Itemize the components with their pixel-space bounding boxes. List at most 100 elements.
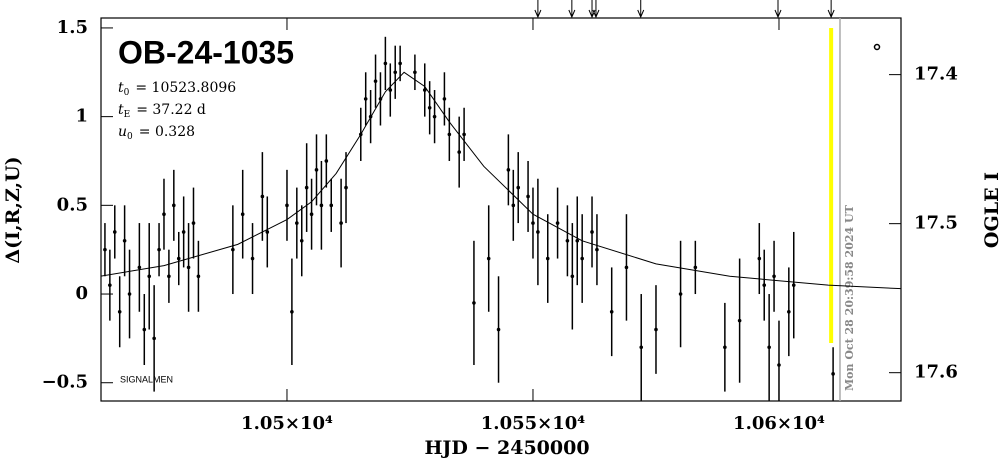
arrow (534, 0, 542, 19)
data-point (176, 256, 181, 261)
arrow (592, 0, 600, 19)
data-point (260, 194, 265, 199)
x-axis-label: HJD − 2450000 (424, 437, 589, 459)
y2-tick-label: 17.5 (914, 213, 958, 234)
y2-tick-label: 17.6 (914, 362, 958, 383)
data-point (250, 256, 255, 261)
data-point (737, 318, 742, 323)
data-point (654, 327, 658, 332)
parameter: u0 = 0.328 (118, 124, 195, 142)
y2-tick-label: 17.4 (914, 64, 958, 85)
data-point (304, 185, 309, 190)
data-point (427, 105, 432, 110)
data-point (117, 309, 122, 314)
data-point (329, 203, 334, 208)
data-point (137, 265, 142, 270)
data-point (378, 97, 383, 101)
param-value: = 0.328 (139, 124, 195, 140)
data-point (309, 212, 314, 217)
data-point (693, 265, 698, 270)
data-point (413, 70, 417, 75)
data-point (358, 132, 363, 137)
data-point (142, 327, 147, 332)
data-point (299, 239, 304, 243)
plot-frame (100, 17, 902, 402)
data-point (545, 256, 550, 261)
data-point (526, 194, 530, 199)
data-point (122, 239, 127, 243)
data-point (609, 309, 614, 314)
data-point (723, 345, 727, 350)
data-point (496, 327, 501, 332)
data-point (580, 256, 584, 261)
data-point (368, 114, 373, 119)
data-point (831, 372, 835, 376)
data-point (191, 221, 196, 225)
data-point (373, 79, 378, 83)
chart-title: OB-24-1035 (118, 34, 294, 70)
data-point (447, 132, 452, 137)
y-tick-label: 1 (75, 106, 88, 127)
data-point (127, 292, 132, 296)
data-point (767, 345, 771, 350)
annotation: SIGNALMEN (120, 374, 173, 384)
data-point (555, 221, 560, 225)
x-tick-label: 1.05×10⁴ (241, 413, 333, 434)
data-point (265, 230, 270, 234)
data-point (393, 70, 398, 75)
data-point (290, 309, 294, 314)
timestamp: Mon Oct 28 20:39:58 2024 UT (843, 204, 856, 391)
data-point (762, 283, 767, 287)
data-point (570, 274, 575, 279)
arrow (637, 0, 645, 19)
x-tick-label: 1.055×10⁴ (481, 413, 585, 434)
param-symbol: u (118, 124, 127, 140)
param-symbol: t (118, 102, 124, 118)
arrow (827, 0, 835, 19)
data-point (457, 150, 461, 154)
data-point (231, 247, 235, 252)
data-point (398, 61, 402, 66)
data-point (314, 168, 319, 172)
data-point (112, 230, 117, 234)
data-point (757, 256, 762, 261)
data-point (787, 309, 791, 314)
x-tick-label: 1.06×10⁴ (733, 413, 825, 434)
symbol (873, 43, 881, 51)
data-point (595, 247, 599, 252)
data-point (565, 239, 570, 243)
data-point (777, 363, 781, 367)
data-point (506, 168, 511, 172)
data-point (181, 230, 186, 234)
model-curve (101, 71, 901, 290)
data-point (531, 221, 535, 225)
y-axis-label: Δ(I,R,Z,U) (2, 156, 24, 263)
data-point (678, 292, 683, 296)
param-subscript: 0 (124, 88, 130, 98)
data-point (639, 345, 644, 350)
data-point (103, 247, 107, 252)
data-point (536, 230, 540, 234)
data-point (295, 221, 299, 225)
param-value: = 10523.8096 (135, 80, 236, 96)
data-point (324, 159, 329, 163)
data-point (511, 203, 516, 208)
data-point (339, 221, 343, 225)
data-point (486, 256, 491, 261)
param-value: = 37.22 d (136, 102, 206, 118)
param-subscript: E (124, 110, 131, 120)
arrow (774, 0, 782, 19)
param-subscript: 0 (127, 132, 133, 142)
y2-axis-label: OGLE I (981, 172, 1003, 248)
data-point (442, 97, 447, 101)
data-point (624, 265, 629, 270)
data-point (157, 247, 161, 252)
y-tick-label: 0.5 (57, 194, 88, 215)
data-point (147, 274, 152, 279)
param-symbol: t (118, 80, 124, 96)
y-tick-label: 1.5 (57, 17, 88, 38)
data-point (791, 283, 796, 287)
data-point (388, 88, 393, 92)
data-point (590, 230, 594, 234)
